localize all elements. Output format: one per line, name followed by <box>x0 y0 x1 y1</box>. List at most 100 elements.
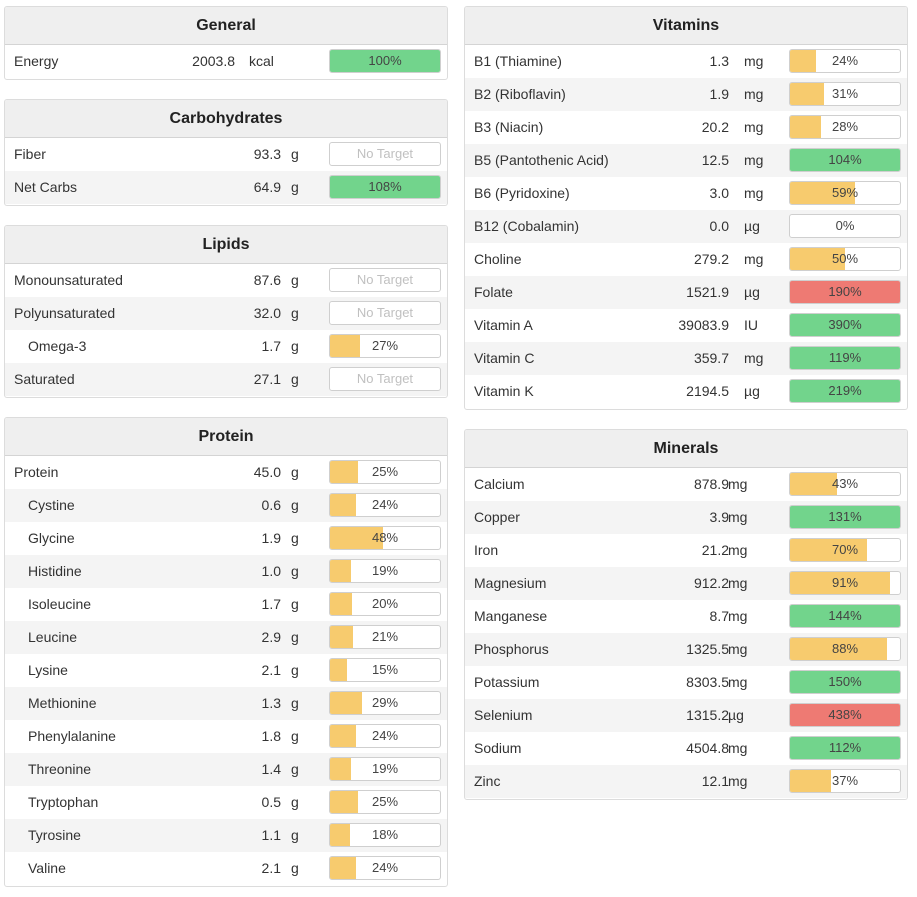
progress-percent: No Target <box>356 146 414 161</box>
progress-fill <box>790 572 891 594</box>
progress-fill <box>790 83 825 105</box>
nutrient-row: Glycine 1.9 g 48% <box>5 522 447 555</box>
progress-percent: 70% <box>831 542 859 557</box>
progress-percent: 24% <box>371 860 399 875</box>
target-progress-bar: 25% <box>329 790 441 814</box>
target-progress-bar: 100% <box>329 49 441 73</box>
progress-percent: 108% <box>368 179 402 194</box>
nutrient-amount: 1325.5 <box>686 641 729 657</box>
nutrient-row: Omega-3 1.7 g 27% <box>5 330 447 363</box>
nutrient-amount: 3.0 <box>709 185 729 201</box>
nutrient-row: Protein 45.0 g 25% <box>5 456 447 489</box>
progress-fill <box>330 560 351 582</box>
target-progress-bar: 25% <box>329 460 441 484</box>
nutrient-amount: 2.1 <box>261 860 281 876</box>
nutrient-name: Phenylalanine <box>28 728 116 744</box>
progress-fill <box>790 116 821 138</box>
nutrient-amount: 359.7 <box>693 350 729 366</box>
progress-fill <box>790 671 900 693</box>
progress-percent: 219% <box>828 383 862 398</box>
progress-fill <box>790 704 900 726</box>
target-progress-bar: 24% <box>329 856 441 880</box>
progress-fill <box>330 626 354 648</box>
nutrient-name: Tyrosine <box>28 827 81 843</box>
nutrient-row: Vitamin K 2194.5 µg 219% <box>465 375 907 408</box>
nutrient-name: Saturated <box>14 371 75 387</box>
target-progress-bar: 438% <box>789 703 901 727</box>
progress-percent: No Target <box>356 272 414 287</box>
nutrient-row: Vitamin C 359.7 mg 119% <box>465 342 907 375</box>
nutrient-unit: g <box>291 662 299 678</box>
nutrient-row: Fiber 93.3 g No Target <box>5 138 447 171</box>
nutrient-name: Fiber <box>14 146 46 162</box>
nutrient-amount: 1.1 <box>261 827 281 843</box>
progress-fill <box>330 659 347 681</box>
progress-percent: 48% <box>371 530 399 545</box>
progress-percent: 131% <box>828 509 862 524</box>
target-progress-bar: 119% <box>789 346 901 370</box>
progress-fill <box>790 737 900 759</box>
progress-fill <box>790 281 900 303</box>
nutrient-amount: 12.5 <box>701 152 729 168</box>
nutrient-unit: mg <box>728 641 748 657</box>
progress-percent: 27% <box>371 338 399 353</box>
nutrient-row: Selenium 1315.2 µg 438% <box>465 699 907 732</box>
nutrient-name: Zinc <box>474 773 501 789</box>
target-progress-bar: 108% <box>329 175 441 199</box>
nutrient-amount: 1.3 <box>261 695 281 711</box>
nutrient-name: B2 (Riboflavin) <box>474 86 566 102</box>
target-progress-bar: 29% <box>329 691 441 715</box>
target-progress-bar: 15% <box>329 658 441 682</box>
nutrient-amount: 1.0 <box>261 563 281 579</box>
minerals-header: Minerals <box>465 430 907 468</box>
progress-fill <box>330 725 357 747</box>
nutrient-amount: 1.9 <box>709 86 729 102</box>
progress-percent: 19% <box>371 761 399 776</box>
nutrient-unit: mg <box>744 86 764 102</box>
target-progress-bar: 21% <box>329 625 441 649</box>
nutrient-row: B6 (Pyridoxine) 3.0 mg 59% <box>465 177 907 210</box>
nutrient-amount: 12.1 <box>701 773 729 789</box>
nutrient-name: Folate <box>474 284 513 300</box>
nutrient-unit: mg <box>744 152 764 168</box>
progress-fill <box>790 248 845 270</box>
nutrient-unit: g <box>291 563 299 579</box>
progress-fill <box>330 692 362 714</box>
nutrient-unit: g <box>291 530 299 546</box>
nutrient-row: Tryptophan 0.5 g 25% <box>5 786 447 819</box>
nutrient-unit: mg <box>728 575 748 591</box>
nutrient-amount: 0.5 <box>261 794 281 810</box>
nutrient-name: Protein <box>14 464 59 480</box>
target-progress-bar: 43% <box>789 472 901 496</box>
target-progress-bar: 150% <box>789 670 901 694</box>
nutrient-unit: µg <box>728 707 744 723</box>
progress-fill <box>330 494 357 516</box>
progress-fill <box>790 149 900 171</box>
nutrient-amount: 21.2 <box>701 542 729 558</box>
nutrient-row: Calcium 878.9 mg 43% <box>465 468 907 501</box>
nutrient-name: Calcium <box>474 476 525 492</box>
nutrient-row: B3 (Niacin) 20.2 mg 28% <box>465 111 907 144</box>
nutrient-unit: mg <box>728 476 748 492</box>
progress-percent: 31% <box>831 86 859 101</box>
nutrient-unit: mg <box>744 185 764 201</box>
progress-percent: 24% <box>371 497 399 512</box>
nutrient-row: B1 (Thiamine) 1.3 mg 24% <box>465 45 907 78</box>
general-panel: General Energy 2003.8 kcal 100% <box>4 6 448 80</box>
protein-header: Protein <box>5 418 447 456</box>
progress-percent: No Target <box>356 305 414 320</box>
progress-fill <box>330 527 383 549</box>
progress-percent: 438% <box>828 707 862 722</box>
nutrient-amount: 2.1 <box>261 662 281 678</box>
nutrient-amount: 87.6 <box>253 272 281 288</box>
nutrient-row: Monounsaturated 87.6 g No Target <box>5 264 447 297</box>
nutrient-amount: 1.7 <box>261 596 281 612</box>
nutrient-row: Copper 3.9 mg 131% <box>465 501 907 534</box>
target-progress-bar: 104% <box>789 148 901 172</box>
nutrient-amount: 2003.8 <box>192 53 235 69</box>
nutrient-row: Phenylalanine 1.8 g 24% <box>5 720 447 753</box>
nutrient-amount: 1521.9 <box>686 284 729 300</box>
nutrient-row: Cystine 0.6 g 24% <box>5 489 447 522</box>
nutrient-unit: g <box>291 305 299 321</box>
progress-percent: 15% <box>371 662 399 677</box>
